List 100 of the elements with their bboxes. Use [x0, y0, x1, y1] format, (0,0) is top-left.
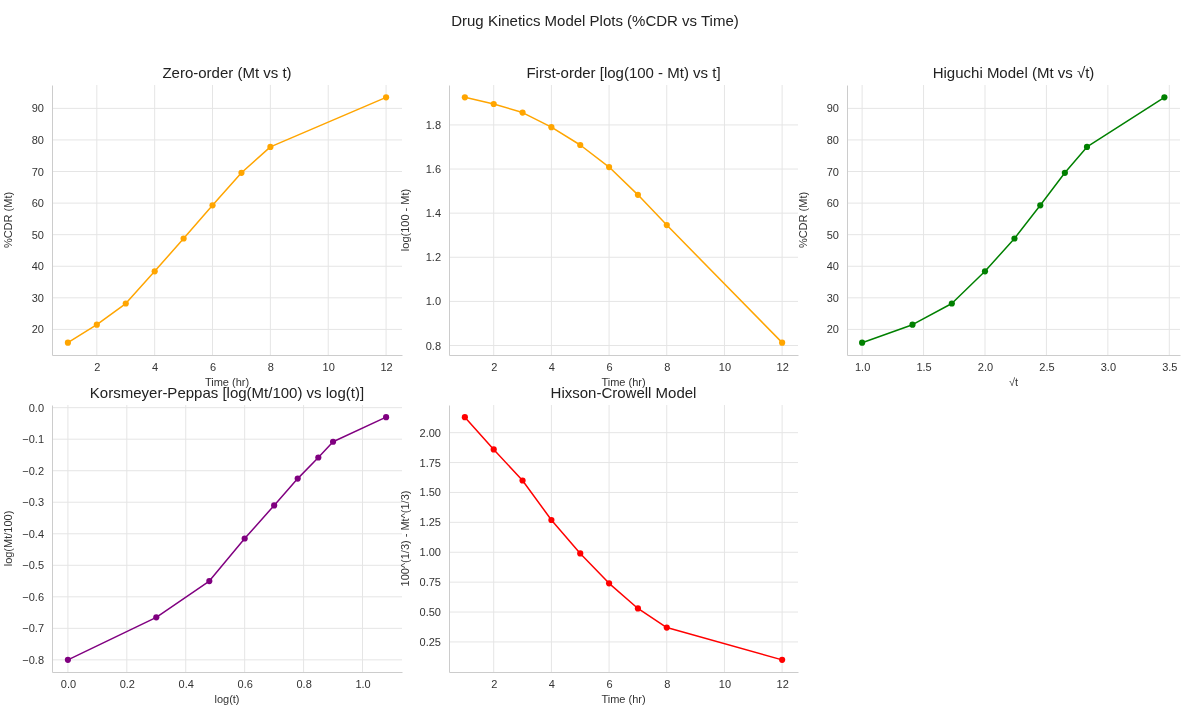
text: Drug Kinetics Model Plots (%CDR vs Time) [451, 12, 739, 29]
point [238, 169, 245, 176]
y-tick-label: −0.4 [22, 527, 44, 540]
point [241, 535, 248, 542]
x-tick-label: 0.2 [119, 677, 135, 690]
x-tick-label: 8 [267, 360, 274, 373]
point [122, 300, 129, 307]
y-tick-label: 1.4 [425, 207, 441, 220]
y-axis-title: 100^(1/3) - Mt^(1/3) [399, 490, 411, 587]
y-tick-label: 1.25 [419, 516, 441, 529]
y-tick-label: −0.1 [22, 433, 44, 446]
point [1083, 143, 1091, 150]
x-tick-label: 6 [606, 677, 613, 690]
point [663, 624, 670, 631]
y-tick-label: 80 [31, 133, 44, 146]
x-tick-label: 3.5 [1162, 360, 1178, 373]
x-tick-label: 12 [776, 360, 789, 373]
x-tick-label: 12 [776, 677, 789, 690]
y-tick-label: 70 [31, 165, 44, 178]
x-tick-label: 4 [152, 360, 159, 373]
point [663, 221, 670, 229]
point [948, 300, 955, 307]
point [383, 94, 390, 101]
point [153, 614, 160, 621]
y-tick-label: 1.0 [425, 295, 441, 308]
x-tick-label: 2 [94, 360, 101, 373]
point [329, 438, 337, 445]
x-tick-label: 2.5 [1039, 360, 1055, 373]
y-tick-label: 0.0 [28, 401, 44, 414]
y-tick-label: 60 [31, 197, 44, 210]
y-axis-title: %CDR (Mt) [2, 191, 14, 249]
point [383, 414, 390, 421]
x-tick-label: 2.0 [977, 360, 994, 373]
point [461, 94, 468, 101]
point [548, 124, 555, 131]
y-tick-label: −0.7 [22, 622, 44, 635]
y-axis-title: %CDR (Mt) [797, 191, 809, 249]
x-tick-label: 0.4 [178, 677, 194, 690]
x-tick-label: 4 [548, 360, 555, 373]
x-tick-label: 10 [322, 360, 335, 373]
y-tick-label: 1.2 [425, 251, 441, 264]
chart-title: Zero-order (Mt vs t) [162, 64, 292, 81]
x-tick-label: 6 [209, 360, 217, 373]
x-tick-label: 0.6 [237, 677, 253, 690]
x-tick-label: 0.0 [60, 677, 77, 690]
x-tick-label: 0.8 [296, 677, 312, 690]
point [519, 109, 526, 116]
x-tick-label: 6 [606, 360, 613, 373]
x-tick-label: 4 [548, 677, 555, 690]
y-tick-label: −0.3 [22, 496, 44, 509]
x-tick-label: 1.0 [355, 677, 371, 690]
y-tick-label: 20 [31, 323, 44, 336]
x-tick-label: 10 [718, 677, 732, 690]
x-tick-label: 8 [664, 360, 671, 373]
point [209, 202, 216, 209]
y-tick-label: 50 [826, 228, 839, 241]
x-tick-label: 2 [491, 677, 498, 690]
y-tick-label: 0.75 [419, 576, 441, 589]
point [605, 580, 613, 587]
y-tick-label: 40 [31, 260, 44, 273]
y-tick-label: 0.25 [419, 635, 441, 648]
point [909, 321, 916, 328]
y-tick-label: 60 [826, 197, 839, 210]
point [519, 477, 526, 484]
x-tick-label: 8 [664, 677, 671, 690]
y-tick-label: 1.00 [419, 546, 441, 559]
point [315, 454, 322, 461]
point [1161, 94, 1168, 101]
x-axis-title: log(t) [214, 693, 240, 705]
x-tick-label: 1.0 [854, 360, 871, 373]
y-tick-label: 0.50 [419, 606, 441, 619]
point [1011, 235, 1018, 242]
point [490, 100, 497, 108]
point [779, 656, 786, 663]
y-tick-label: 2.00 [419, 426, 441, 439]
point [1037, 202, 1044, 209]
y-tick-label: −0.5 [22, 559, 44, 572]
point [180, 235, 187, 242]
point [267, 143, 274, 150]
point [64, 656, 71, 663]
point [634, 605, 642, 612]
x-tick-label: 1.5 [916, 360, 932, 373]
y-tick-label: 1.6 [425, 163, 441, 176]
y-tick-label: 1.75 [419, 456, 441, 469]
point [605, 163, 613, 171]
y-tick-label: 80 [826, 133, 839, 146]
y-tick-label: 50 [31, 228, 44, 241]
y-tick-label: −0.6 [22, 590, 44, 603]
point [64, 339, 71, 346]
y-axis-title: log(100 - Mt) [399, 188, 411, 252]
chart-title: Higuchi Model (Mt vs √t) [932, 64, 1095, 81]
y-tick-label: 90 [31, 102, 44, 115]
y-tick-label: 30 [31, 291, 44, 304]
y-tick-label: 40 [826, 260, 839, 273]
y-tick-label: 20 [826, 323, 839, 336]
point [490, 446, 497, 453]
x-tick-label: 12 [380, 360, 393, 373]
y-tick-label: 1.8 [425, 118, 441, 131]
x-tick-label: 10 [718, 360, 732, 373]
x-tick-label: 2 [491, 360, 498, 373]
